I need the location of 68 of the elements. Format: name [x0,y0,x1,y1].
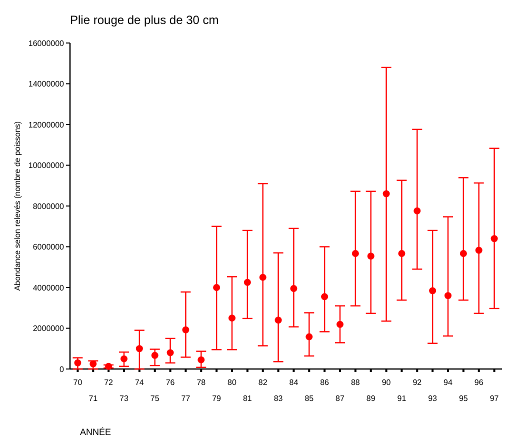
point [198,356,205,364]
y-tick-label: 14000000 [28,80,65,89]
point [460,250,467,257]
point [213,284,220,291]
x-axis-title: ANNÉE [80,427,112,437]
point [367,252,374,260]
point [352,250,359,257]
point [475,246,482,254]
point [151,352,158,359]
x-tick-label: 97 [490,394,500,403]
x-tick-label: 96 [474,378,484,387]
x-tick-label: 89 [366,394,376,403]
point [321,293,328,300]
y-tick-label: 0 [60,364,65,374]
y-tick-label: 6000000 [32,242,65,252]
point [382,190,390,198]
point [166,349,174,356]
x-tick-label: 95 [458,394,468,403]
x-tick-label: 93 [428,394,438,403]
point [444,292,452,300]
chart-title: Plie rouge de plus de 30 cm [70,13,219,27]
point [105,362,112,370]
point [306,333,313,340]
y-axis-title: Abondance selon relevés (nombre de poissons) [13,120,22,291]
point [228,314,236,322]
y-tick-label: 10000000 [28,161,65,170]
x-tick-label: 90 [382,378,392,387]
x-tick-label: 71 [88,394,98,403]
point [136,345,143,352]
x-tick-label: 80 [228,378,237,387]
y-tick-label: 12000000 [28,120,65,130]
x-tick-label: 83 [274,394,284,403]
point [259,274,266,281]
y-tick-label: 2000000 [32,324,65,334]
y-tick-label: 8000000 [32,202,65,211]
x-tick-label: 82 [258,378,268,387]
point [74,359,82,366]
x-tick-label: 84 [289,378,299,387]
x-tick-label: 76 [166,378,176,387]
x-tick-label: 87 [336,394,345,403]
point [414,207,421,214]
point [120,355,128,362]
x-tick-label: 85 [304,394,314,403]
x-tick-label: 75 [150,394,160,403]
point [182,326,190,334]
y-tick-label: 4000000 [32,283,65,292]
point [336,320,344,328]
x-tick-label: 78 [196,378,206,387]
x-tick-label: 70 [73,378,83,387]
x-tick-label: 72 [104,378,114,387]
x-tick-label: 79 [212,394,222,403]
point [490,235,498,242]
x-tick-label: 94 [444,378,453,387]
x-tick-label: 86 [320,378,330,387]
x-tick-label: 77 [181,394,191,403]
point [274,316,282,324]
point [90,360,97,368]
point [398,250,406,257]
y-tick-label: 16000000 [28,38,65,48]
point [429,287,436,294]
x-tick-label: 88 [350,378,360,387]
x-tick-label: 73 [120,394,129,403]
point [244,278,251,286]
point [290,285,298,292]
x-tick-label: 92 [412,378,422,387]
x-tick-label: 74 [134,378,144,387]
x-tick-label: 91 [397,394,407,403]
x-tick-label: 81 [242,394,252,403]
